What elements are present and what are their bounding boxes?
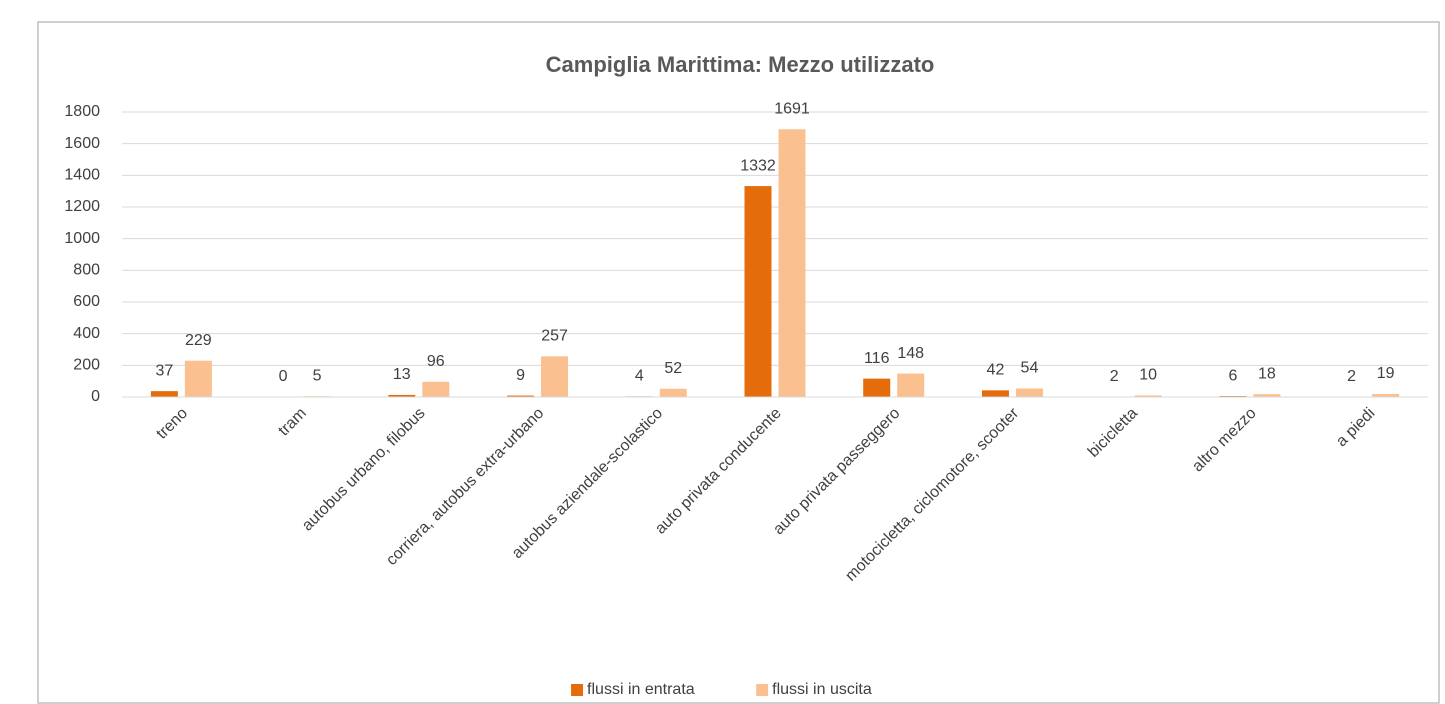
bar: [897, 373, 925, 397]
y-tick-label: 1600: [64, 135, 100, 152]
data-label: 148: [897, 345, 924, 362]
data-label: 1332: [740, 157, 776, 174]
bar: [1015, 388, 1043, 397]
legend-swatch: [756, 684, 769, 696]
y-tick-label: 1000: [64, 230, 100, 247]
bar: [1134, 395, 1162, 397]
data-label: 13: [393, 366, 411, 383]
data-label: 116: [864, 350, 890, 367]
data-label: 0: [279, 368, 288, 385]
bar: [541, 356, 569, 397]
chart-frame: [37, 21, 1440, 704]
data-label: 2: [1347, 368, 1356, 385]
data-label: 1691: [774, 100, 810, 117]
data-label: 18: [1258, 365, 1276, 382]
y-tick-label: 200: [73, 357, 100, 374]
legend-swatch: [571, 684, 584, 696]
data-label: 54: [1021, 360, 1039, 377]
data-label: 229: [185, 332, 212, 349]
y-tick-label: 1800: [64, 103, 100, 120]
y-tick-label: 600: [73, 293, 100, 310]
bar: [422, 381, 450, 397]
data-label: 10: [1139, 367, 1157, 384]
y-tick-label: 0: [91, 388, 100, 405]
data-label: 42: [987, 362, 1005, 379]
chart-title: Campiglia Marittima: Mezzo utilizzato: [546, 52, 935, 77]
data-label: 5: [313, 367, 322, 384]
bar: [150, 391, 178, 397]
bar: [659, 388, 687, 397]
data-label: 6: [1228, 367, 1237, 384]
data-label: 9: [516, 367, 525, 384]
data-label: 257: [541, 328, 568, 345]
bar: [1372, 393, 1400, 397]
bar: [744, 186, 772, 397]
bar: [184, 360, 212, 397]
bar: [863, 378, 891, 397]
data-label: 19: [1377, 365, 1395, 382]
legend-label: flussi in entrata: [587, 681, 695, 698]
bar: [1253, 394, 1281, 397]
y-tick-label: 1200: [64, 198, 100, 215]
data-label: 52: [664, 360, 682, 377]
legend-label: flussi in uscita: [772, 681, 872, 698]
bar: [778, 129, 806, 397]
data-label: 2: [1110, 368, 1119, 385]
bar: [981, 390, 1009, 397]
y-tick-label: 400: [73, 325, 100, 342]
bar: [507, 395, 535, 397]
data-label: 4: [635, 368, 644, 385]
bar: [388, 394, 416, 397]
data-label: 96: [427, 353, 445, 370]
data-label: 37: [155, 362, 173, 379]
y-tick-label: 800: [73, 262, 100, 279]
y-tick-label: 1400: [64, 167, 100, 184]
